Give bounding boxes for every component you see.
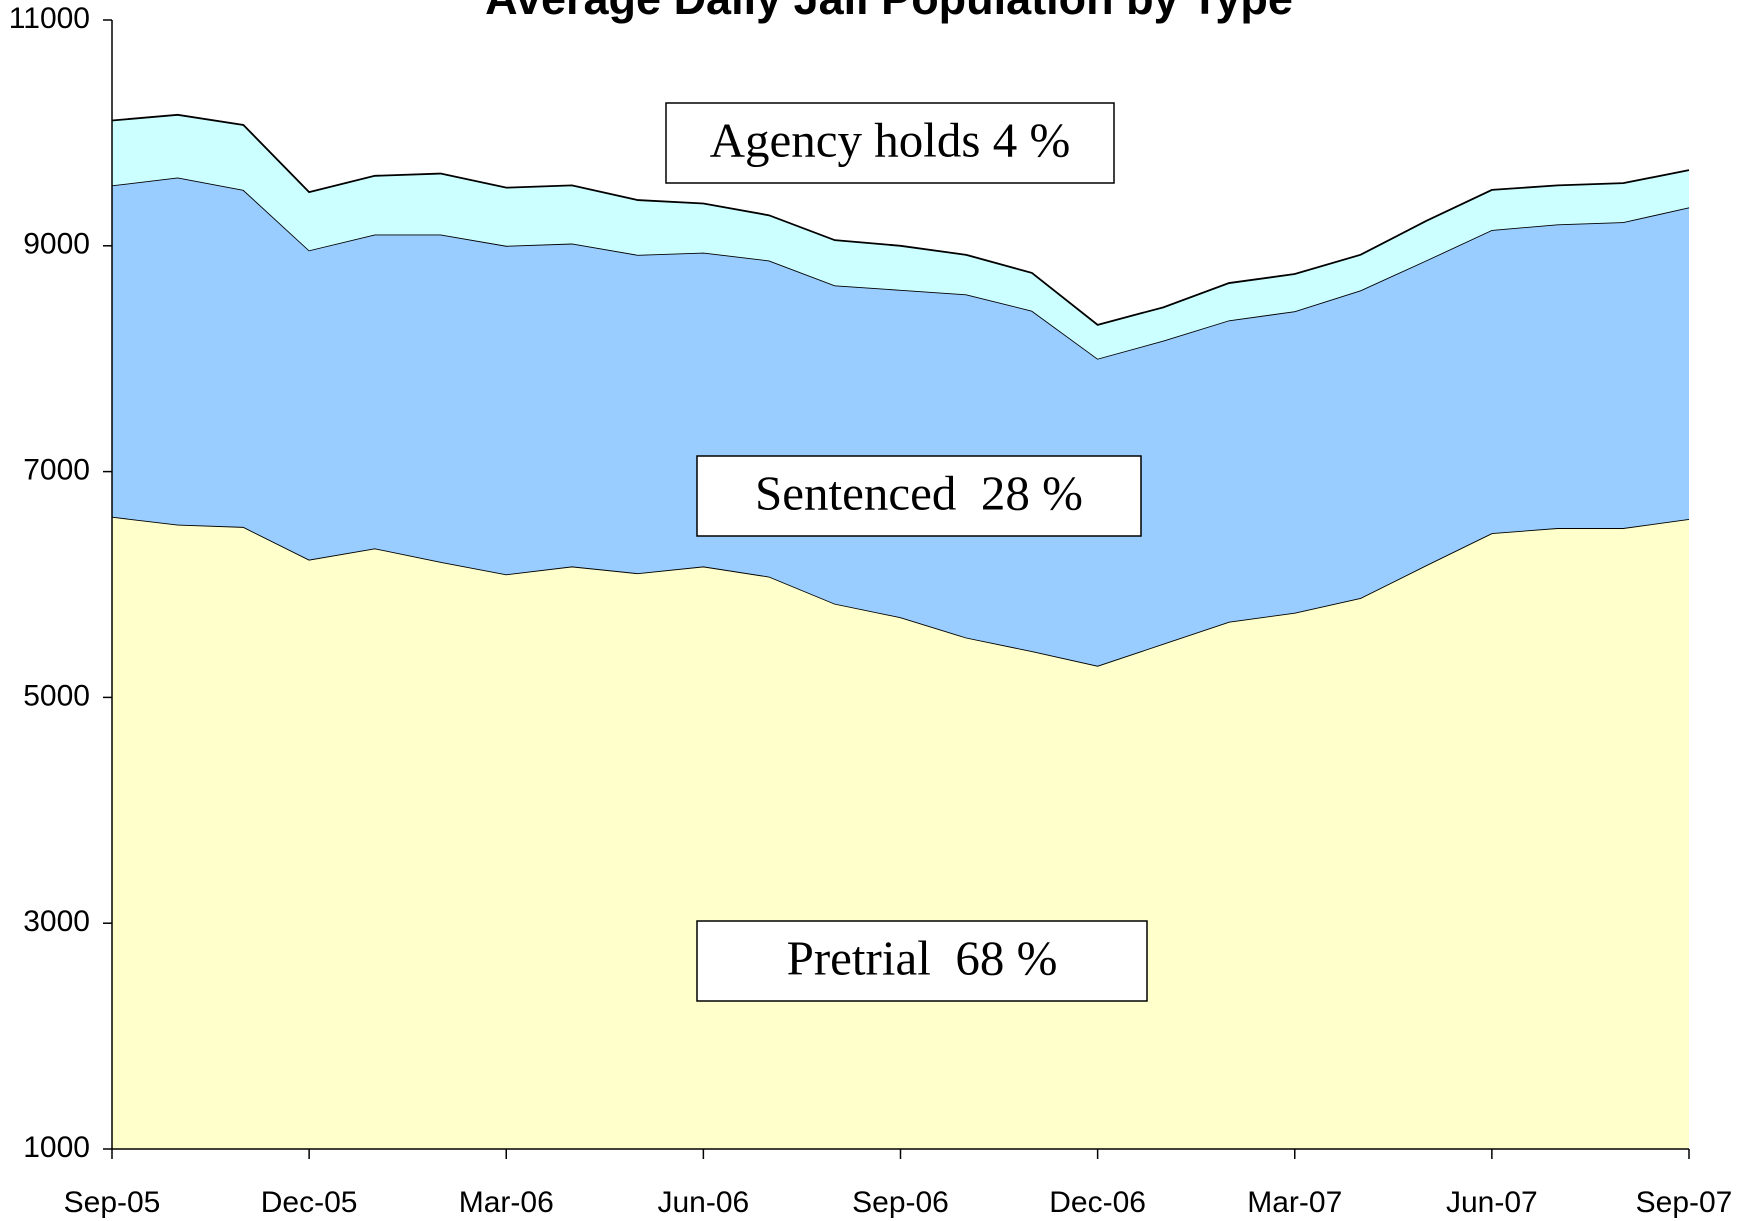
y-tick-label: 1000 (23, 1131, 90, 1164)
area (112, 516, 1689, 1149)
y-tick-label: 11000 (9, 2, 90, 35)
x-tick-label: Dec-05 (261, 1186, 358, 1219)
area (112, 114, 1689, 359)
y-tick-label: 5000 (23, 679, 90, 712)
annotation-box (696, 455, 1142, 537)
area-outline (111, 113, 1690, 326)
x-tick-label: Sep-07 (1636, 1186, 1733, 1219)
annotation: Sentenced 28 % (755, 465, 1083, 520)
y-tick-label: 7000 (23, 454, 90, 487)
y-tick-label: 9000 (23, 228, 90, 261)
x-tick-label: Mar-06 (459, 1186, 554, 1219)
annotation-box (696, 920, 1148, 1002)
annotation: Pretrial 68 % (787, 930, 1058, 985)
annotation-box (665, 102, 1115, 184)
x-tick-label: Sep-05 (64, 1186, 161, 1219)
area (112, 177, 1689, 666)
annotation: Agency holds 4 % (710, 112, 1071, 167)
chart-title: Average Daily Jail Population by Type (485, 0, 1293, 24)
y-tick-label: 3000 (23, 905, 90, 938)
x-tick-label: Mar-07 (1247, 1186, 1342, 1219)
x-tick-label: Jun-06 (658, 1186, 750, 1219)
x-tick-label: Dec-06 (1049, 1186, 1146, 1219)
x-tick-label: Jun-07 (1446, 1186, 1538, 1219)
x-tick-label: Sep-06 (852, 1186, 949, 1219)
